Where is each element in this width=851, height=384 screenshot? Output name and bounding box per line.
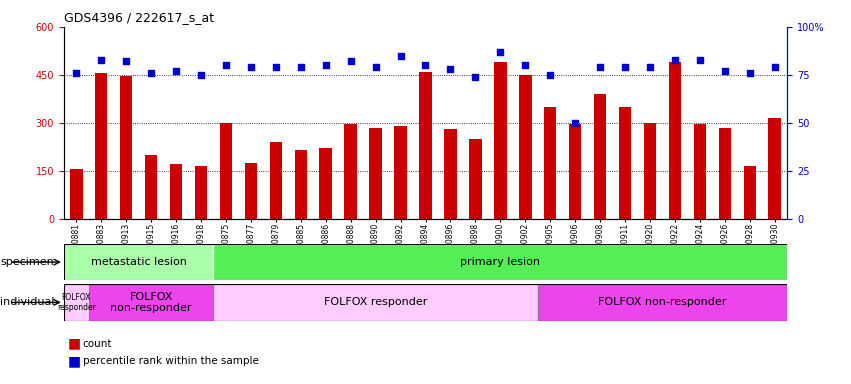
Point (743, 70, 757, 76)
Bar (669, 62, 681, 219)
Point (119, 58, 133, 65)
Bar (145, 155, 157, 219)
Point (94, 56, 108, 63)
Point (568, 120, 582, 126)
Point (469, 74, 483, 80)
Bar (270, 142, 282, 219)
Point (443, 66, 457, 72)
Text: specimen: specimen (0, 257, 54, 267)
Bar (494, 62, 506, 219)
Point (169, 68, 183, 74)
Bar (345, 124, 357, 219)
Bar (420, 72, 431, 219)
Text: metastatic lesion: metastatic lesion (91, 257, 186, 267)
Bar (643, 123, 656, 219)
Point (618, 64, 631, 70)
Point (145, 70, 158, 76)
Bar (469, 139, 482, 219)
Bar (64, 244, 214, 280)
Bar (369, 127, 382, 219)
Bar (214, 244, 787, 280)
Point (768, 64, 781, 70)
Point (394, 53, 408, 59)
Point (319, 62, 333, 68)
Text: FOLFOX
responder: FOLFOX responder (57, 293, 95, 312)
Bar (694, 124, 706, 219)
Bar (619, 107, 631, 219)
Bar (519, 75, 532, 219)
Text: percentile rank within the sample: percentile rank within the sample (83, 356, 259, 366)
Bar (569, 124, 581, 219)
Bar (220, 123, 232, 219)
Point (419, 62, 432, 68)
Point (220, 62, 233, 68)
Bar (538, 284, 787, 321)
Point (693, 56, 706, 63)
Bar (544, 107, 557, 219)
Bar (294, 150, 307, 219)
Point (643, 64, 657, 70)
Point (593, 64, 607, 70)
Bar (214, 284, 538, 321)
Text: count: count (83, 339, 112, 349)
Point (244, 64, 258, 70)
Text: FOLFOX
non-responder: FOLFOX non-responder (111, 291, 191, 313)
Point (70, 70, 83, 76)
Text: ■: ■ (68, 337, 81, 351)
Bar (718, 127, 731, 219)
Bar (70, 169, 83, 219)
Bar (744, 166, 756, 219)
Bar (120, 76, 133, 219)
Bar (594, 94, 606, 219)
Text: FOLFOX responder: FOLFOX responder (324, 297, 427, 308)
Bar (64, 284, 89, 321)
Bar (195, 166, 208, 219)
Text: FOLFOX non-responder: FOLFOX non-responder (598, 297, 727, 308)
Bar (768, 118, 781, 219)
Text: ■: ■ (68, 354, 81, 368)
Text: individual: individual (0, 297, 54, 308)
Bar (444, 129, 457, 219)
Text: primary lesion: primary lesion (460, 257, 540, 267)
Bar (394, 126, 407, 219)
Point (194, 72, 208, 78)
Point (718, 68, 732, 74)
Point (294, 64, 307, 70)
Point (518, 62, 532, 68)
Point (544, 72, 557, 78)
Point (344, 58, 357, 65)
Text: GDS4396 / 222617_s_at: GDS4396 / 222617_s_at (64, 11, 214, 24)
Point (668, 56, 682, 63)
Bar (95, 73, 107, 219)
Bar (319, 149, 332, 219)
Point (368, 64, 382, 70)
Point (269, 64, 283, 70)
Point (494, 49, 507, 55)
Bar (170, 164, 182, 219)
Bar (89, 284, 214, 321)
Bar (245, 163, 257, 219)
